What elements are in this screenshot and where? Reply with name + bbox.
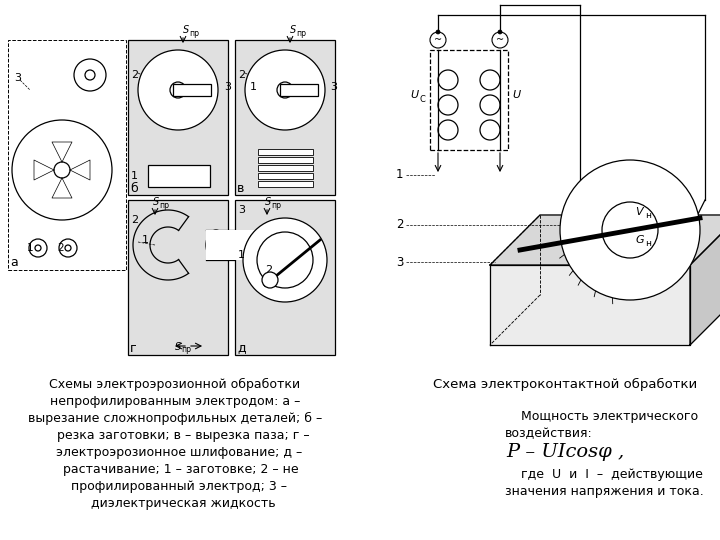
Bar [128, 200, 228, 355]
Circle shape [12, 120, 112, 220]
Text: 1: 1 [396, 168, 403, 181]
Text: 3: 3 [396, 255, 403, 268]
Text: д: д [237, 341, 246, 354]
Text: S: S [153, 197, 159, 207]
Text: б: б [130, 181, 138, 194]
Text: 3: 3 [14, 73, 21, 83]
Bar [235, 200, 335, 355]
Text: ~: ~ [496, 35, 504, 45]
Text: пр: пр [189, 29, 199, 37]
Text: Схема электроконтактной обработки: Схема электроконтактной обработки [433, 378, 697, 391]
Text: 2: 2 [396, 219, 403, 232]
Text: 2: 2 [57, 243, 63, 253]
Text: пр: пр [159, 200, 169, 210]
Text: 1: 1 [238, 250, 245, 260]
Text: 3: 3 [330, 82, 337, 92]
Polygon shape [690, 215, 720, 345]
Bar [235, 40, 335, 195]
Polygon shape [70, 160, 90, 180]
Text: S: S [265, 197, 271, 207]
Bar [258, 173, 313, 179]
Text: U: U [410, 90, 418, 100]
Circle shape [277, 82, 293, 98]
Text: Мощность электрического
воздействия:: Мощность электрического воздействия: [505, 410, 698, 440]
Bar [148, 165, 210, 187]
Bar [206, 230, 266, 260]
Bar [258, 157, 313, 163]
Bar [280, 84, 318, 96]
Ellipse shape [206, 230, 226, 260]
Text: G: G [635, 235, 644, 245]
Text: в: в [237, 181, 244, 194]
Text: V: V [635, 207, 643, 217]
Text: 1: 1 [27, 243, 34, 253]
Bar [258, 165, 313, 171]
Text: С: С [420, 94, 426, 104]
Bar [258, 181, 313, 187]
Polygon shape [52, 142, 72, 162]
Polygon shape [490, 265, 690, 345]
Text: н: н [645, 240, 651, 248]
Circle shape [262, 272, 278, 288]
Text: пр: пр [296, 29, 306, 37]
Text: 1: 1 [250, 82, 257, 92]
Text: 2: 2 [131, 215, 138, 225]
Text: 3: 3 [238, 205, 245, 215]
Circle shape [243, 218, 327, 302]
Text: ~: ~ [434, 35, 442, 45]
Polygon shape [34, 160, 54, 180]
Polygon shape [490, 215, 720, 265]
Text: где  U  и  I  –  действующие
значения напряжения и тока.: где U и I – действующие значения напряже… [505, 468, 703, 498]
Circle shape [436, 30, 440, 34]
Bar [258, 149, 313, 155]
Circle shape [138, 50, 218, 130]
Text: 2: 2 [131, 70, 138, 80]
Bar [8, 40, 126, 270]
Text: а: а [10, 256, 18, 269]
Circle shape [560, 160, 700, 300]
Text: пр: пр [181, 346, 191, 354]
Text: 2: 2 [265, 265, 272, 275]
Text: U: U [512, 90, 520, 100]
Bar [128, 40, 228, 195]
Text: 1: 1 [131, 171, 138, 181]
Bar [430, 50, 508, 150]
Circle shape [498, 30, 502, 34]
Text: пр: пр [271, 200, 281, 210]
Text: S: S [183, 25, 189, 35]
Circle shape [170, 82, 186, 98]
Text: S: S [290, 25, 296, 35]
Circle shape [245, 50, 325, 130]
Text: 2: 2 [238, 70, 245, 80]
Circle shape [54, 162, 70, 178]
Text: P – UIcosφ ,: P – UIcosφ , [506, 443, 624, 461]
Bar [173, 84, 211, 96]
Text: S: S [175, 342, 181, 352]
Text: Схемы электроэрозионной обработки
непрофилированным электродом: а –
вырезание сл: Схемы электроэрозионной обработки непроф… [28, 378, 322, 510]
Text: н: н [645, 212, 651, 220]
Polygon shape [52, 178, 72, 198]
Text: 3: 3 [224, 82, 231, 92]
Text: 1: 1 [142, 235, 149, 245]
Text: г: г [130, 341, 137, 354]
